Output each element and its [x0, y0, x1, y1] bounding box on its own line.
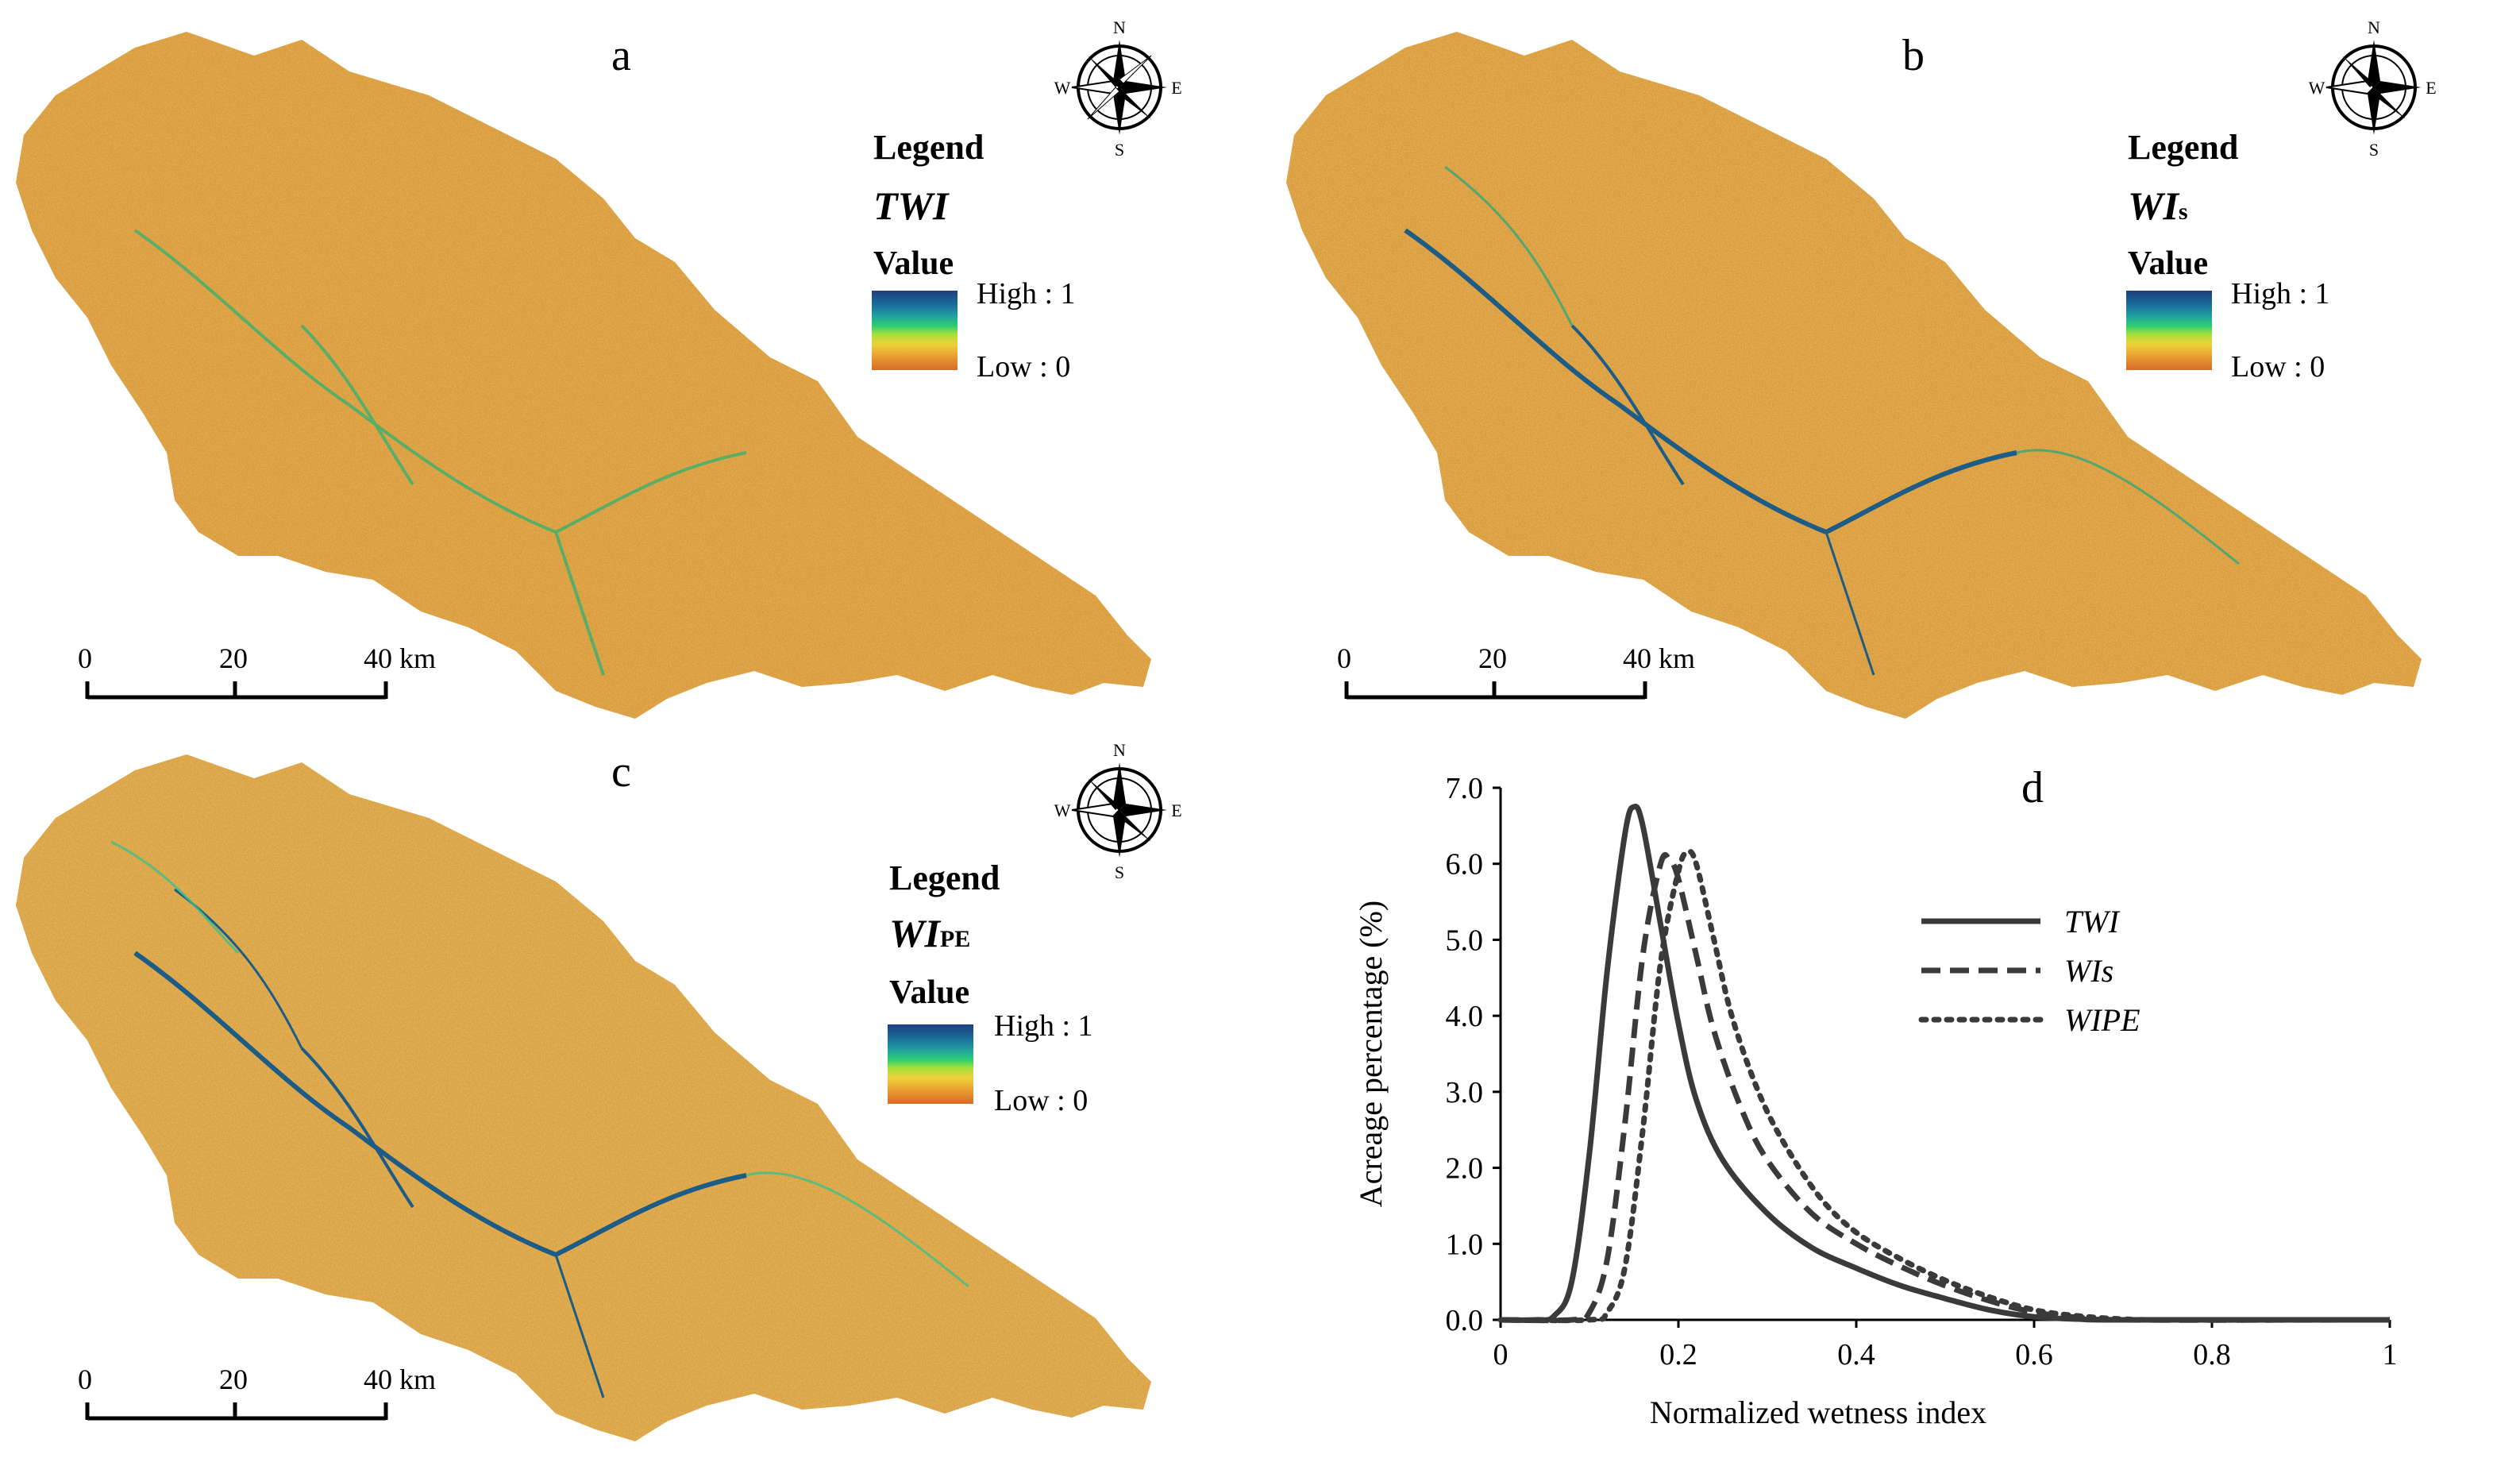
ramp-low-c: Low : 0 — [994, 1084, 1089, 1117]
map-panel-a — [16, 32, 1151, 719]
x-tick-label: 1 — [2383, 1338, 2398, 1371]
panel-label-d: d — [2021, 763, 2044, 812]
x-tick-label: 0.4 — [1837, 1338, 1875, 1371]
legend-title-a: Legend — [873, 128, 984, 167]
series-line-twi — [1500, 803, 2391, 1323]
panel-label-c: c — [611, 747, 631, 797]
legend-layer-a: TWI — [873, 183, 949, 228]
color-ramp-b — [2126, 291, 2212, 370]
svg-text:W: W — [1054, 800, 1071, 820]
compass-w-label: W — [1054, 78, 1071, 98]
legend-layer-b: WIs — [2128, 183, 2188, 228]
scale-bar-c — [85, 1402, 388, 1421]
scale-tick-b-0: 0 — [1337, 642, 1351, 674]
legend-entry-twi: TWI — [2064, 904, 2121, 939]
svg-text:E: E — [2426, 78, 2436, 98]
x-tick-label: 0.6 — [2015, 1338, 2053, 1371]
x-tick-label: 0.2 — [1659, 1338, 1697, 1371]
legend-entry-wipe: WIPE — [2064, 1002, 2140, 1038]
x-tick-label: 0 — [1493, 1338, 1509, 1371]
y-tick-label: 0.0 — [1446, 1304, 1484, 1337]
ramp-high-a: High : 1 — [977, 277, 1076, 311]
scale-tick-b-1: 20 — [1478, 642, 1507, 674]
svg-text:N: N — [2368, 17, 2380, 37]
scale-tick-c-1: 20 — [219, 1364, 248, 1395]
legend-title-c: Legend — [889, 858, 1000, 897]
ramp-low-b: Low : 0 — [2231, 350, 2325, 384]
ramp-high-b: High : 1 — [2231, 277, 2330, 311]
compass-n-label: N — [1113, 17, 1126, 37]
scale-bar-a — [85, 681, 388, 700]
y-axis-label: Acreage percentage (%) — [1353, 901, 1389, 1207]
x-tick-label: 0.8 — [2193, 1338, 2231, 1371]
y-tick-label: 6.0 — [1446, 848, 1484, 881]
legend-entry-wis: WIs — [2064, 953, 2113, 989]
scale-tick-a-2: 40 km — [364, 642, 437, 674]
scale-tick-c-2: 40 km — [364, 1364, 437, 1395]
scale-tick-b-2: 40 km — [1623, 642, 1696, 674]
y-tick-label: 1.0 — [1446, 1228, 1484, 1261]
scale-tick-c-0: 0 — [78, 1364, 92, 1395]
legend-title-b: Legend — [2128, 128, 2239, 167]
svg-text:S: S — [1115, 862, 1124, 881]
svg-text:N: N — [1113, 740, 1126, 760]
x-axis-label: Normalized wetness index — [1650, 1394, 1986, 1430]
compass-e-label: E — [1171, 78, 1181, 98]
legend-value-label-c: Value — [889, 974, 970, 1011]
color-ramp-c — [888, 1024, 973, 1104]
compass-rose-icon: N S E W — [1054, 17, 1182, 159]
y-tick-label: 7.0 — [1446, 772, 1484, 805]
ramp-low-a: Low : 0 — [977, 350, 1071, 384]
legend-value-label-a: Value — [873, 245, 954, 282]
compass-s-label: S — [1115, 140, 1124, 159]
panel-label-b: b — [1902, 31, 1925, 80]
panel-label-a: a — [611, 31, 631, 80]
y-tick-label: 3.0 — [1446, 1076, 1484, 1109]
legend-value-label-b: Value — [2128, 245, 2209, 282]
ramp-high-c: High : 1 — [994, 1009, 1093, 1043]
series-line-wipe — [1497, 848, 2393, 1324]
y-tick-label: 5.0 — [1446, 924, 1484, 957]
scale-bar-b — [1344, 681, 1647, 700]
compass-rose-icon: N S E W — [1054, 740, 1182, 881]
y-tick-label: 2.0 — [1446, 1152, 1484, 1186]
color-ramp-a — [872, 291, 958, 370]
scale-tick-a-1: 20 — [219, 642, 248, 674]
compass-rose-icon: N S E W — [2309, 17, 2437, 159]
svg-text:W: W — [2309, 78, 2325, 98]
y-tick-label: 4.0 — [1446, 1000, 1484, 1033]
series-line-wis — [1500, 852, 2391, 1324]
scale-tick-a-0: 0 — [78, 642, 92, 674]
legend-layer-c: WIPE — [889, 911, 971, 955]
svg-text:S: S — [2369, 140, 2379, 159]
map-panel-b — [1286, 32, 2422, 719]
wetness-index-chart: d 0.0 1.0 2.0 3.0 4.0 5.0 6.0 7.0 0 0.2 0.4 0.6 0.8 1 N… — [1353, 763, 2398, 1430]
svg-text:E: E — [1171, 800, 1181, 820]
